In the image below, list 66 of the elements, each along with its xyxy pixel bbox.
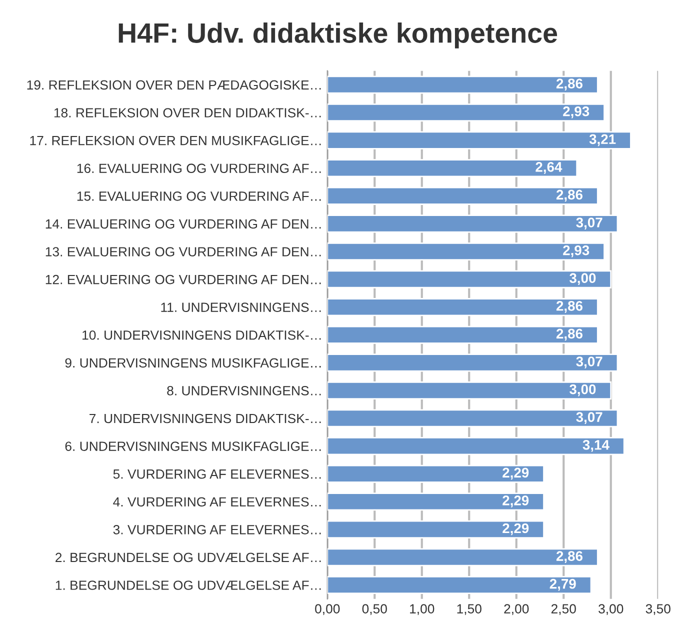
- bar: [327, 242, 605, 261]
- y-tick-label: 16. EVALUERING OG VURDERING AF…: [77, 164, 321, 174]
- data-label: 2,86: [556, 551, 583, 563]
- y-tick-label: 15. EVALUERING OG VURDERING AF…: [77, 191, 321, 201]
- bar: [327, 131, 632, 150]
- data-label: 3,00: [570, 273, 596, 286]
- x-tick-label: 0,00: [315, 604, 340, 616]
- y-tick-label: 11. UNDERVISNINGENS…: [161, 302, 321, 312]
- y-tick-label: 2. BEGRUNDELSE OG UDVÆLGELSE AF…: [56, 552, 321, 562]
- bar: [327, 381, 612, 400]
- data-label: 2,86: [556, 78, 583, 90]
- y-tick-label: 9. UNDERVISNINGENS MUSIKFAGLIGE…: [65, 358, 321, 368]
- x-tick-label: 2,50: [551, 604, 576, 616]
- y-tick-label: 6. UNDERVISNINGENS MUSIKFAGLIGE…: [65, 442, 321, 451]
- data-label: 3,07: [576, 218, 602, 230]
- y-tick-label: 14. EVALUERING OG VURDERING AF DEN…: [46, 219, 321, 229]
- y-tick-label: 13. EVALUERING OG VURDERING AF DEN…: [46, 247, 321, 256]
- data-label: 3,07: [576, 412, 602, 424]
- bar: [327, 186, 598, 205]
- data-label: 3,07: [576, 356, 602, 368]
- bar: [327, 492, 544, 511]
- x-tick-label: 3,00: [598, 604, 624, 616]
- data-label: 2,29: [502, 523, 529, 536]
- data-label: 2,86: [556, 300, 583, 313]
- data-label: 2,64: [536, 162, 562, 174]
- bar: [327, 103, 605, 122]
- bar: [327, 409, 618, 428]
- y-tick-label: 1. BEGRUNDELSE OG UDVÆLGELSE AF…: [56, 580, 321, 590]
- x-tick-label: 2,00: [504, 604, 529, 616]
- bar: [327, 520, 544, 538]
- bar: [327, 437, 625, 456]
- y-tick-label: 3. VURDERING AF ELEVERNES…: [113, 525, 321, 534]
- bar: [327, 326, 598, 344]
- y-tick-label: 12. EVALUERING OG VURDERING AF DEN…: [46, 274, 321, 284]
- y-tick-label: 10. UNDERVISNINGENS DIDAKTISK-…: [82, 330, 321, 340]
- bar: [327, 214, 618, 233]
- bar: [327, 270, 612, 288]
- data-label: 2,86: [556, 328, 583, 341]
- bar: [327, 464, 544, 483]
- x-tick-label: 1,00: [410, 604, 434, 616]
- bar: [327, 298, 598, 316]
- y-tick-label: 5. VURDERING AF ELEVERNES…: [113, 469, 321, 479]
- x-tick-label: 0,50: [362, 604, 387, 616]
- data-label: 2,79: [550, 578, 576, 591]
- x-tick-label: 3,50: [646, 604, 670, 616]
- data-label: 3,14: [582, 440, 610, 452]
- bar: [327, 354, 618, 372]
- data-label: 2,93: [563, 245, 590, 258]
- data-label: 2,93: [563, 106, 590, 118]
- bar: [327, 576, 592, 594]
- y-tick-label: 7. UNDERVISNINGENS DIDAKTISK-…: [90, 414, 321, 424]
- data-label: 3,00: [570, 384, 596, 396]
- chart-title: H4F: Udv. didaktiske kompetence: [118, 22, 558, 48]
- data-label: 3,21: [589, 134, 616, 146]
- y-tick-label: 19. REFLEKSION OVER DEN PÆDAGOGISKE…: [27, 80, 321, 90]
- data-label: 2,29: [502, 468, 529, 480]
- y-tick-label: 8. UNDERVISNINGENS…: [167, 386, 321, 396]
- bar: [327, 548, 598, 566]
- bar: [327, 159, 578, 178]
- y-tick-label: 17. REFLEKSION OVER DEN MUSIKFAGLIGE…: [30, 136, 321, 146]
- y-tick-label: 18. REFLEKSION OVER DEN DIDAKTISK-…: [54, 108, 321, 118]
- data-label: 2,29: [502, 496, 529, 508]
- y-tick-label: 4. VURDERING AF ELEVERNES…: [113, 497, 321, 507]
- data-label: 2,86: [556, 190, 583, 202]
- bar: [327, 76, 598, 94]
- x-tick-label: 1,50: [457, 604, 482, 616]
